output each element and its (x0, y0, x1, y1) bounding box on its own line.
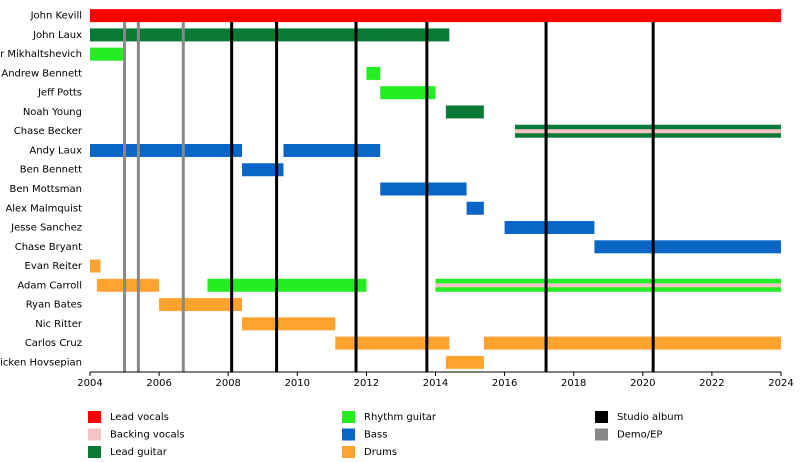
x-tick-label: 2010 (285, 378, 310, 389)
role-bar (445, 105, 484, 119)
member-label: Alex Malmquist (5, 203, 82, 214)
x-tick-label: 2024 (768, 378, 793, 389)
member-label: Chase Bryant (15, 242, 82, 253)
legend-label: Lead guitar (110, 447, 168, 458)
legend-label: Bass (364, 430, 387, 441)
role-bar (90, 9, 781, 23)
legend-label: Lead vocals (110, 412, 169, 423)
x-tick-label: 2016 (492, 378, 517, 389)
role-bar (90, 259, 101, 273)
role-bar (207, 278, 367, 292)
legend-swatch (88, 428, 101, 441)
member-label: John Kevill (30, 11, 82, 22)
member-label: John Laux (32, 30, 82, 41)
role-bar (466, 201, 484, 215)
member-label: Andy Laux (29, 145, 82, 156)
legend-swatch (595, 428, 608, 441)
role-bar (96, 278, 160, 292)
role-bar (90, 47, 125, 61)
member-label: Carlos Cruz (25, 338, 82, 349)
x-tick-label: 2014 (423, 378, 448, 389)
member-label: Ben Mottsman (9, 184, 82, 195)
role-bar (366, 66, 381, 80)
role-bar (335, 336, 450, 350)
role-bar (90, 143, 243, 157)
legend-swatch (342, 428, 355, 441)
role-bar (159, 298, 243, 312)
role-bar (594, 240, 781, 254)
role-bar (283, 143, 381, 157)
member-label: Vicken Hovsepian (0, 357, 82, 368)
member-label: Ben Bennett (20, 165, 82, 176)
member-label: Jesse Sanchez (10, 223, 82, 234)
legend-swatch (88, 411, 101, 423)
role-bar (445, 355, 484, 369)
x-tick-label: 2004 (77, 378, 102, 389)
member-label: Noah Young (23, 107, 82, 118)
member-label: Evan Reiter (25, 261, 83, 272)
role-stripe (514, 129, 781, 134)
member-label: Andrew Bennett (1, 68, 82, 79)
role-bar (90, 28, 450, 42)
member-label: Ryan Bates (26, 300, 82, 311)
legend-swatch (342, 446, 355, 458)
x-tick-label: 2018 (561, 378, 586, 389)
member-label: or Mikhaltshevich (0, 49, 82, 60)
member-label: Adam Carroll (17, 280, 82, 291)
x-tick-label: 2006 (146, 378, 171, 389)
legend-label: Backing vocals (110, 430, 185, 441)
legend-swatch (88, 446, 101, 458)
role-bar (483, 336, 781, 350)
legend-swatch (342, 411, 355, 423)
member-label: Chase Becker (14, 126, 83, 137)
role-stripe (435, 283, 781, 288)
member-label: Jeff Potts (37, 88, 82, 99)
legend-label: Studio album (617, 412, 683, 423)
x-tick-label: 2012 (354, 378, 379, 389)
legend-label: Drums (364, 447, 397, 458)
role-bar (242, 317, 336, 331)
role-bar (242, 163, 284, 177)
legend-swatch (595, 411, 608, 423)
role-bar (380, 86, 436, 100)
role-bar (380, 182, 467, 196)
x-tick-label: 2008 (215, 378, 240, 389)
x-tick-label: 2020 (630, 378, 655, 389)
role-bar (504, 221, 595, 235)
member-label: Nic Ritter (35, 319, 83, 330)
legend-label: Rhythm guitar (364, 412, 437, 423)
legend-label: Demo/EP (617, 430, 662, 441)
x-tick-label: 2022 (699, 378, 724, 389)
